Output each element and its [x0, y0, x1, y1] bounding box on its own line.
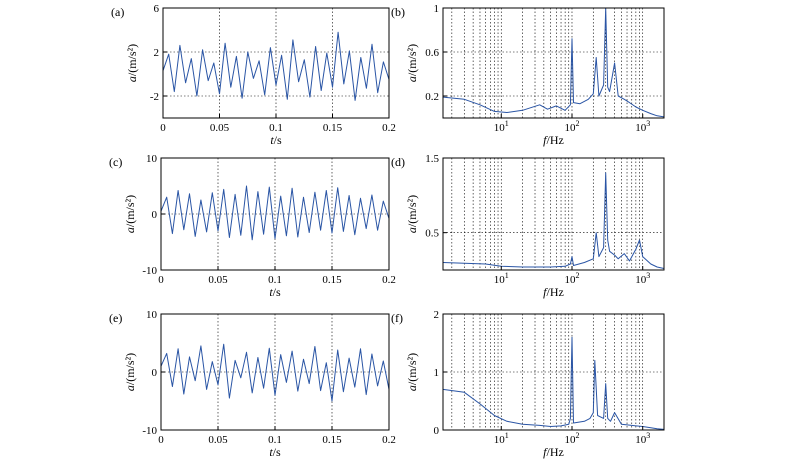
- x-tick-label: 102: [564, 119, 579, 134]
- y-axis-label: a/(m/s²): [405, 44, 419, 82]
- x-tick-label: 0.1: [268, 434, 282, 446]
- x-tick-label: 101: [494, 431, 509, 446]
- panel-label: (f): [391, 311, 403, 325]
- series-line: [160, 343, 390, 402]
- x-tick-label: 0.05: [208, 434, 228, 446]
- y-tick-label: 0.6: [425, 47, 439, 59]
- series-line: [442, 7, 665, 118]
- x-tick-label: 0.05: [210, 122, 230, 134]
- y-tick-label: 0: [152, 367, 158, 379]
- x-tick-label: 0: [158, 274, 164, 286]
- x-tick-label: 0.05: [208, 274, 228, 286]
- series-line: [162, 31, 390, 101]
- x-tick-label: 102: [564, 271, 579, 286]
- panel-label: (b): [391, 5, 405, 19]
- y-tick-label: 10: [146, 153, 158, 165]
- y-tick-label: 2: [434, 309, 440, 321]
- x-axis-label: t/s: [269, 285, 281, 299]
- y-axis-label: a/(m/s²): [405, 195, 419, 233]
- panel-b: 101 102 103 0.2 0.6 1 (b) f/Hz a/(m/s²): [391, 3, 665, 147]
- plot-frame: [442, 313, 665, 431]
- x-tick-label: 103: [635, 431, 650, 446]
- panel-label: (d): [391, 155, 405, 169]
- y-axis-label: a/(m/s²): [123, 353, 137, 391]
- y-tick-label: -10: [142, 425, 157, 437]
- panel-a: 0 0.05 0.1 0.15 0.2 -2 2 6 (a) t/s a/(m/s²): [111, 3, 396, 147]
- x-axis-label: t/s: [270, 133, 282, 147]
- series-line: [442, 336, 665, 430]
- series-line: [160, 185, 390, 241]
- y-tick-label: 1.5: [425, 153, 439, 165]
- y-tick-label: 0: [434, 425, 440, 437]
- x-tick-label: 0.2: [382, 434, 396, 446]
- plot-frame: [442, 7, 665, 119]
- panel-label: (a): [111, 5, 124, 19]
- x-axis-label: f/Hz: [543, 445, 564, 459]
- y-tick-label: 0.2: [425, 91, 439, 103]
- y-tick-label: 10: [146, 309, 158, 321]
- y-axis-label: a/(m/s²): [125, 44, 139, 82]
- panel-label: (e): [109, 311, 122, 325]
- y-tick-label: 2: [154, 47, 160, 59]
- series-line: [442, 172, 665, 269]
- y-axis-label: a/(m/s²): [123, 195, 137, 233]
- panel-label: (c): [109, 155, 122, 169]
- x-tick-label: 102: [564, 431, 579, 446]
- x-tick-label: 0.1: [269, 122, 283, 134]
- x-tick-label: 0.2: [382, 274, 396, 286]
- x-axis-label: f/Hz: [543, 133, 564, 147]
- panel-d: 101 102 103 0.5 1.5 (d) f/Hz a/(m/s²): [391, 153, 665, 299]
- x-tick-label: 103: [635, 119, 650, 134]
- panel-f: 101 102 103 0 1 2 (f) f/Hz a/(m/s²): [391, 309, 665, 459]
- y-tick-label: 0.5: [425, 228, 439, 240]
- y-tick-label: -2: [150, 91, 159, 103]
- plot-frame: [162, 7, 390, 119]
- y-tick-label: -10: [142, 265, 157, 277]
- x-tick-label: 0.2: [382, 122, 396, 134]
- y-axis-label: a/(m/s²): [405, 353, 419, 391]
- x-tick-label: 0.15: [322, 434, 342, 446]
- y-tick-label: 1: [434, 367, 440, 379]
- y-tick-label: 0: [152, 209, 158, 221]
- x-tick-label: 0: [158, 434, 164, 446]
- x-axis-label: t/s: [269, 445, 281, 459]
- plot-frame: [442, 157, 665, 271]
- x-tick-label: 101: [494, 119, 509, 134]
- x-tick-label: 101: [494, 271, 509, 286]
- x-tick-label: 0.15: [322, 274, 342, 286]
- x-axis-label: f/Hz: [543, 285, 564, 299]
- x-tick-label: 0: [160, 122, 166, 134]
- y-tick-label: 6: [154, 3, 160, 15]
- x-tick-label: 0.1: [268, 274, 282, 286]
- x-tick-label: 0.15: [323, 122, 343, 134]
- y-tick-label: 1: [434, 3, 440, 15]
- x-tick-label: 103: [635, 271, 650, 286]
